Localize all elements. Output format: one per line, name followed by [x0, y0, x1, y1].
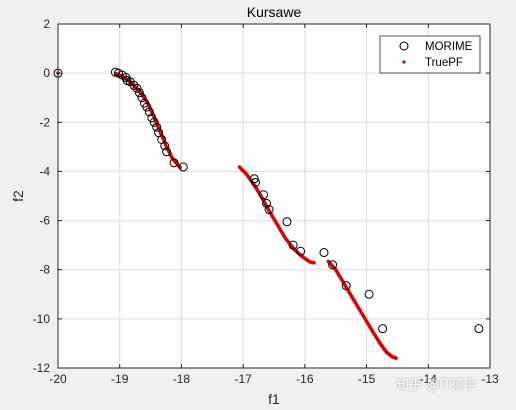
x-tick-label: -18 — [173, 372, 191, 386]
y-tick-label: -12 — [33, 361, 51, 375]
y-tick-label: 2 — [43, 17, 50, 31]
morime-point — [474, 324, 484, 334]
morime-point — [169, 158, 179, 168]
x-tick-label: -20 — [49, 372, 67, 386]
morime-point — [147, 113, 157, 123]
morime-point — [134, 88, 144, 98]
morime-point — [162, 147, 172, 157]
morime-point — [249, 174, 259, 184]
morime-point — [288, 240, 298, 250]
morime-point — [132, 83, 142, 93]
x-tick-label: -15 — [358, 372, 376, 386]
y-tick-label: 0 — [43, 66, 50, 80]
y-tick-label: -6 — [39, 214, 50, 228]
morime-point — [144, 107, 154, 117]
axes-frame — [57, 23, 491, 369]
y-tick-label: -2 — [39, 115, 50, 129]
y-tick-label: -10 — [33, 312, 51, 326]
morime-point — [142, 102, 152, 112]
x-tick-label: -17 — [234, 372, 252, 386]
morime-point — [378, 324, 388, 334]
x-tick-label: -13 — [481, 372, 499, 386]
morime-point — [149, 117, 159, 127]
morime-point — [262, 198, 272, 208]
legend-box — [379, 35, 481, 74]
morime-point — [341, 281, 351, 291]
x-axis-label: f1 — [268, 391, 280, 407]
morime-point — [152, 122, 162, 132]
morime-point — [328, 260, 338, 270]
y-tick-label: -4 — [39, 164, 50, 178]
x-tick-label: -16 — [296, 372, 314, 386]
chart-title: Kursawe — [247, 4, 302, 20]
morime-point — [264, 205, 274, 215]
axis-ticks: -20 -19 -18 -17 -16 -15 -14 -13-12-10-8-6-4-202 — [33, 17, 499, 386]
morime-point — [364, 289, 374, 299]
legend: MORIME TruePF — [379, 35, 481, 74]
morime-point — [250, 177, 260, 187]
morime-point — [160, 141, 170, 151]
morime-point — [137, 93, 147, 103]
morime-point — [178, 162, 188, 172]
morime-point — [296, 246, 306, 256]
legend-truepf-label: TruePF — [425, 57, 463, 69]
watermark: 知乎 @IT猿手 — [396, 378, 477, 393]
truepf-point — [312, 261, 316, 265]
legend-morime-marker — [399, 41, 409, 51]
truepf-point — [394, 356, 398, 360]
y-tick-label: -8 — [39, 263, 50, 277]
legend-truepf-marker — [402, 60, 406, 64]
morime-point — [259, 190, 269, 200]
morime-point — [282, 217, 292, 227]
morime-point — [129, 80, 139, 90]
y-axis-label: f2 — [10, 190, 26, 202]
x-tick-label: -19 — [111, 372, 129, 386]
x-tick-label: -14 — [420, 372, 438, 386]
morime-point — [319, 248, 329, 258]
legend-morime-label: MORIME — [425, 41, 473, 53]
